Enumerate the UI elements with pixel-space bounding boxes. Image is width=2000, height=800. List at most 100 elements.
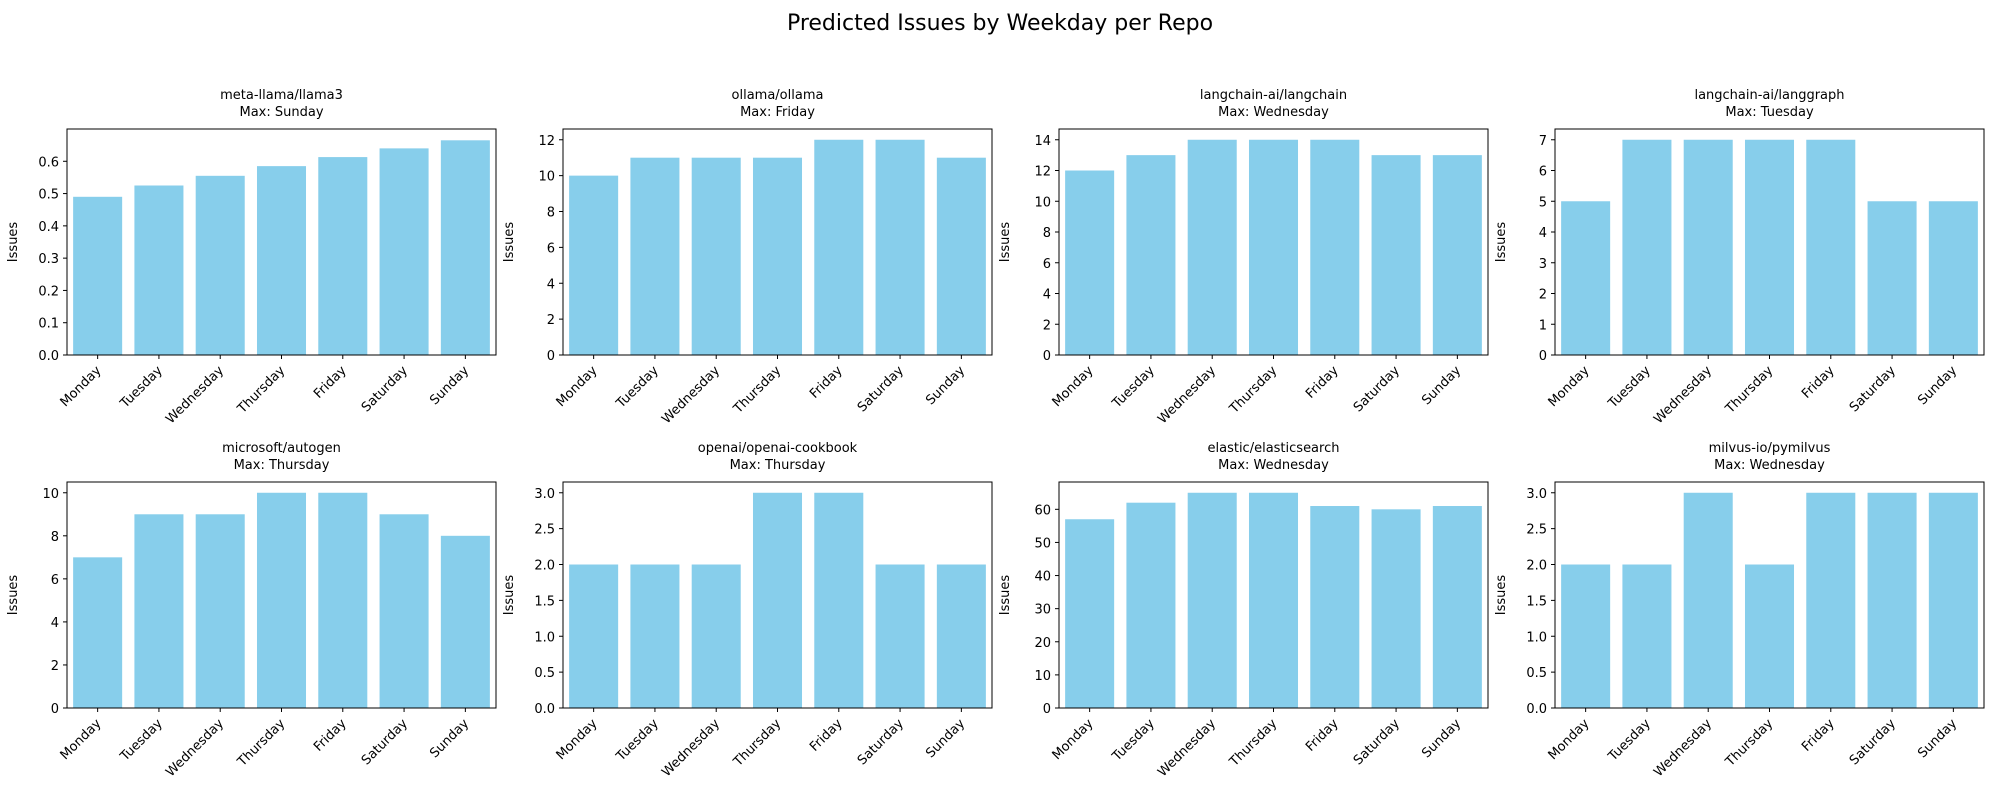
bar-sunday	[936, 157, 986, 355]
subplot-8: milvus-io/pymilvus Max: Wednesday Issues 0.…	[1494, 441, 1985, 780]
x-tick-label: Saturday	[1847, 363, 1899, 415]
subplot-title: openai/openai-cookbook	[698, 441, 858, 456]
y-tick-label: 30	[1034, 603, 1051, 618]
x-tick-label: Tuesday	[117, 363, 166, 412]
bar-wednesday	[1683, 492, 1733, 708]
subplot-3: langchain-ai/langchain Max: Wednesday Issu…	[998, 88, 1489, 427]
y-tick-label: 8	[547, 206, 555, 221]
bar-friday	[1806, 492, 1856, 708]
y-tick-label: 4	[51, 616, 59, 631]
subplot-subtitle: Max: Friday	[740, 105, 815, 120]
subplot-subtitle: Max: Tuesday	[1725, 105, 1814, 120]
subplot-subtitle: Max: Thursday	[730, 458, 826, 473]
bar-monday	[1561, 564, 1611, 708]
y-tick-label: 0.0	[534, 702, 555, 717]
y-tick-label: 1.5	[534, 594, 555, 609]
y-axis-label: Issues	[998, 575, 1013, 616]
subplot-7: elastic/elasticsearch Max: Wednesday Issue…	[998, 441, 1489, 780]
x-tick-label: Wednesday	[659, 716, 723, 780]
bar-sunday	[440, 535, 490, 708]
y-axis-label: Issues	[502, 222, 517, 263]
x-tick-label: Wednesday	[163, 363, 227, 427]
bar-friday	[318, 492, 368, 708]
y-tick-label: 2.0	[534, 559, 555, 574]
y-tick-label: 1	[1539, 318, 1547, 333]
y-tick-label: 40	[1034, 570, 1051, 585]
x-tick-label: Monday	[1050, 363, 1097, 410]
subplot-subtitle: Max: Thursday	[234, 458, 330, 473]
x-tick-label: Thursday	[1226, 716, 1280, 770]
subplot-title: langchain-ai/langchain	[1200, 88, 1347, 103]
y-tick-label: 3.0	[534, 487, 555, 502]
y-tick-label: 0.5	[38, 188, 59, 203]
y-tick-label: 0.4	[38, 220, 59, 235]
y-axis-label: Issues	[6, 575, 21, 616]
x-tick-label: Friday	[311, 716, 350, 755]
subplot-6: openai/openai-cookbook Max: Thursday Issue…	[502, 441, 993, 780]
x-tick-label: Monday	[554, 716, 601, 763]
bar-wednesday	[195, 175, 245, 355]
y-tick-label: 10	[1034, 669, 1051, 684]
bar-saturday	[1867, 492, 1917, 708]
y-tick-label: 3.0	[1526, 487, 1547, 502]
y-tick-label: 0.3	[38, 252, 59, 267]
y-tick-label: 1.5	[1526, 594, 1547, 609]
x-tick-label: Thursday	[1226, 363, 1280, 417]
y-tick-label: 1.0	[534, 630, 555, 645]
x-tick-label: Sunday	[923, 716, 968, 761]
y-tick-label: 5	[1539, 195, 1547, 210]
x-tick-label: Tuesday	[1109, 363, 1158, 412]
y-tick-label: 6	[547, 241, 555, 256]
subplot-title: elastic/elasticsearch	[1208, 441, 1340, 456]
y-tick-label: 6	[1043, 257, 1051, 272]
y-tick-label: 8	[51, 530, 59, 545]
bar-tuesday	[1622, 139, 1672, 355]
y-tick-label: 12	[538, 134, 555, 149]
x-tick-label: Saturday	[855, 363, 907, 415]
x-tick-label: Thursday	[730, 363, 784, 417]
y-axis-label: Issues	[998, 222, 1013, 263]
x-tick-label: Sunday	[1419, 716, 1464, 761]
bar-wednesday	[691, 157, 741, 355]
bar-saturday	[1867, 201, 1917, 355]
bar-monday	[569, 175, 619, 355]
x-tick-label: Tuesday	[1605, 716, 1654, 765]
bar-saturday	[875, 139, 925, 355]
x-tick-label: Thursday	[730, 716, 784, 770]
bar-monday	[569, 564, 619, 708]
x-tick-label: Monday	[1050, 716, 1097, 763]
x-tick-label: Saturday	[855, 716, 907, 768]
x-tick-label: Monday	[58, 716, 105, 763]
subplot-title: microsoft/autogen	[222, 441, 341, 456]
y-tick-label: 0	[1539, 349, 1547, 364]
bar-monday	[1065, 170, 1115, 355]
y-tick-label: 4	[1539, 226, 1547, 241]
y-tick-label: 0.0	[38, 349, 59, 364]
x-tick-label: Friday	[807, 716, 846, 755]
x-tick-label: Thursday	[234, 363, 288, 417]
subplot-title: milvus-io/pymilvus	[1709, 441, 1831, 456]
bar-thursday	[1744, 139, 1795, 355]
x-tick-label: Saturday	[359, 716, 411, 768]
y-tick-label: 1.0	[1526, 630, 1547, 645]
y-tick-label: 60	[1034, 503, 1051, 518]
x-tick-label: Thursday	[1722, 363, 1776, 417]
bar-tuesday	[1126, 502, 1176, 708]
y-axis-label: Issues	[502, 575, 517, 616]
y-tick-label: 0	[547, 349, 555, 364]
bar-sunday	[1928, 492, 1978, 708]
y-tick-label: 2	[1043, 318, 1051, 333]
bar-friday	[1806, 139, 1856, 355]
bar-saturday	[875, 564, 925, 708]
bar-sunday	[1432, 506, 1482, 708]
bar-thursday	[752, 492, 803, 708]
x-tick-label: Saturday	[1351, 363, 1403, 415]
bar-thursday	[1248, 139, 1299, 355]
subplot-subtitle: Max: Wednesday	[1714, 458, 1825, 473]
x-tick-label: Friday	[1799, 363, 1838, 402]
x-tick-label: Saturday	[1351, 716, 1403, 768]
y-tick-label: 4	[547, 277, 555, 292]
x-tick-label: Wednesday	[1155, 363, 1219, 427]
x-tick-label: Sunday	[1915, 716, 1960, 761]
y-tick-label: 7	[1539, 134, 1547, 149]
